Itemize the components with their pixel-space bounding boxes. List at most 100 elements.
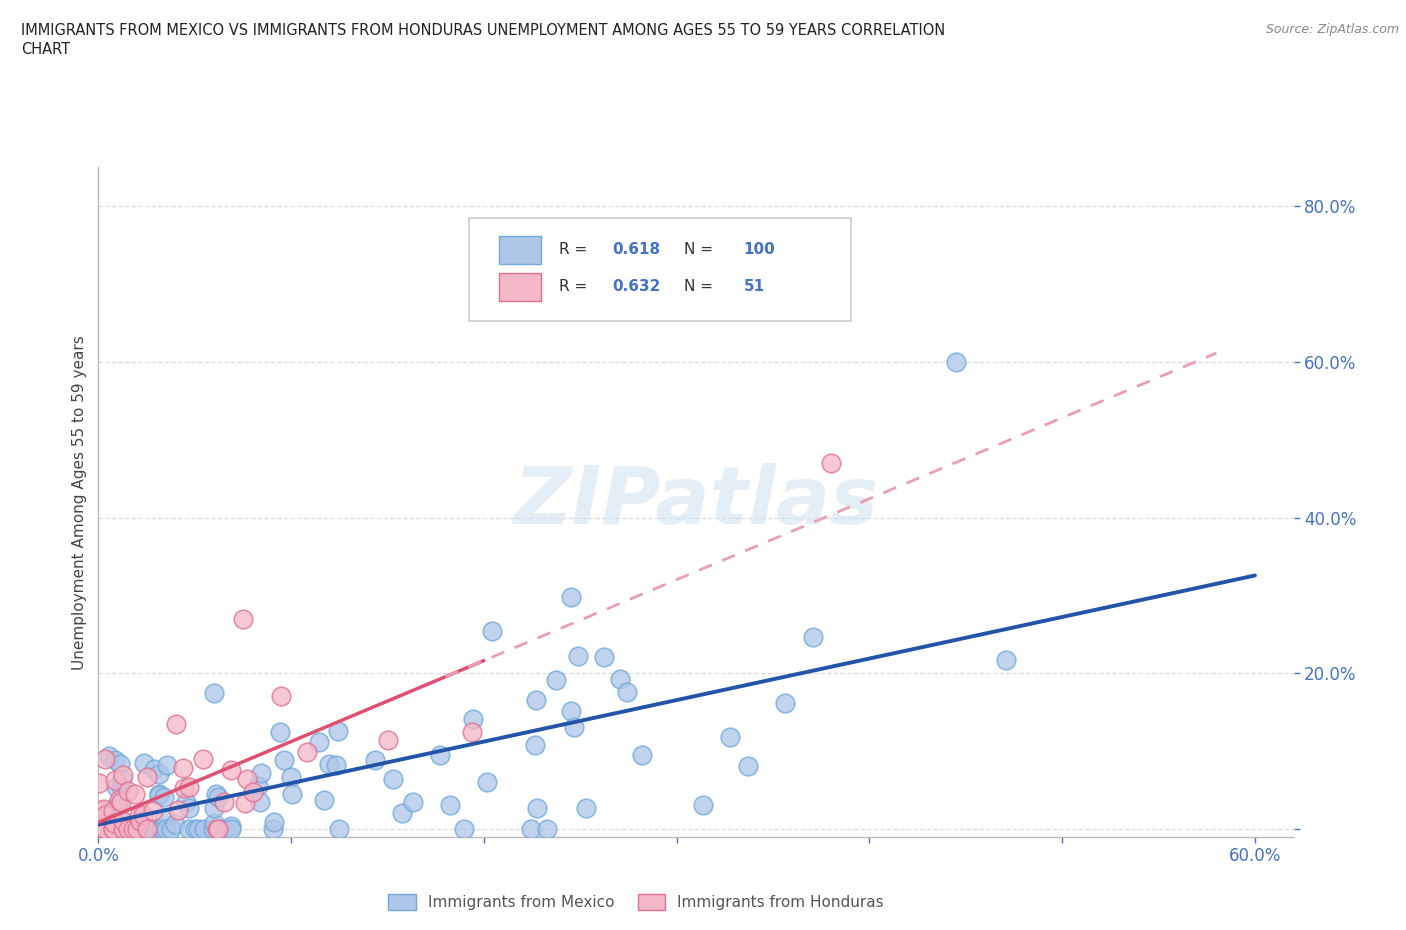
Point [187,822,209,837]
Point [616,684,638,699]
Point [103,816,125,830]
Point [149,822,172,837]
Point [631,748,654,763]
Y-axis label: Unemployment Among Ages 55 to 59 years: Unemployment Among Ages 55 to 59 years [72,335,87,670]
Text: Source: ZipAtlas.com: Source: ZipAtlas.com [1265,23,1399,36]
Point [127,822,149,837]
Point [377,733,399,748]
Point [90,816,112,830]
Point [439,798,461,813]
Point [544,672,567,687]
Point [560,704,582,719]
FancyBboxPatch shape [499,236,540,264]
Point [524,693,547,708]
Text: 0.618: 0.618 [612,242,661,258]
Point [314,792,336,807]
Point [328,822,350,837]
Point [94,822,117,837]
Point [108,757,131,772]
Text: 100: 100 [744,242,776,258]
Point [91,822,114,837]
Point [96,822,118,837]
Text: 0.632: 0.632 [612,279,661,294]
Point [174,794,197,809]
Point [219,763,242,777]
Legend: Immigrants from Mexico, Immigrants from Honduras: Immigrants from Mexico, Immigrants from … [382,888,890,916]
Point [91,822,114,837]
Point [391,805,413,820]
Point [104,773,127,788]
Point [520,822,543,837]
Point [122,822,145,837]
Point [308,735,330,750]
Point [108,792,131,807]
Point [453,822,475,837]
Point [692,798,714,813]
Point [155,822,177,837]
Point [202,822,225,837]
Point [112,767,135,782]
Point [148,787,170,802]
Text: R =: R = [558,242,592,258]
Point [87,776,110,790]
Point [609,671,631,686]
Point [205,786,228,801]
Point [179,779,201,794]
Point [93,822,115,837]
Point [101,822,124,837]
Point [148,787,170,802]
Point [104,753,127,768]
Text: N =: N = [685,242,718,258]
Point [141,821,163,836]
Point [280,769,302,784]
Point [93,822,115,837]
Point [402,794,425,809]
Point [111,771,134,786]
Point [111,822,134,837]
Point [295,745,318,760]
Point [94,807,117,822]
Point [153,790,176,804]
Point [233,796,256,811]
Point [212,794,235,809]
Point [129,813,152,828]
Text: R =: R = [558,279,592,294]
Point [93,802,115,817]
Point [172,761,194,776]
Point [111,814,134,829]
Point [142,822,165,837]
Point [142,804,165,818]
Point [773,696,796,711]
Point [207,822,229,837]
Point [475,775,498,790]
Point [429,747,451,762]
Point [562,720,585,735]
Point [536,822,558,837]
Point [87,822,110,837]
Point [995,653,1018,668]
Point [105,779,128,794]
Point [247,778,270,793]
Point [110,778,132,793]
Point [193,822,215,837]
Point [150,822,173,837]
Text: IMMIGRANTS FROM MEXICO VS IMMIGRANTS FROM HONDURAS UNEMPLOYMENT AMONG AGES 55 TO: IMMIGRANTS FROM MEXICO VS IMMIGRANTS FRO… [21,23,945,38]
Point [138,822,160,837]
Point [219,822,242,837]
FancyBboxPatch shape [470,218,851,322]
Point [945,354,967,369]
Point [141,822,163,837]
Point [90,803,112,817]
Point [523,737,546,752]
Point [526,800,548,815]
Point [326,724,349,738]
Point [107,796,129,811]
Point [205,822,228,837]
Point [560,590,582,604]
Point [135,822,157,837]
Point [87,811,110,826]
Text: ZIPatlas: ZIPatlas [513,463,879,541]
Point [90,822,112,837]
Point [269,724,291,739]
Point [132,807,155,822]
